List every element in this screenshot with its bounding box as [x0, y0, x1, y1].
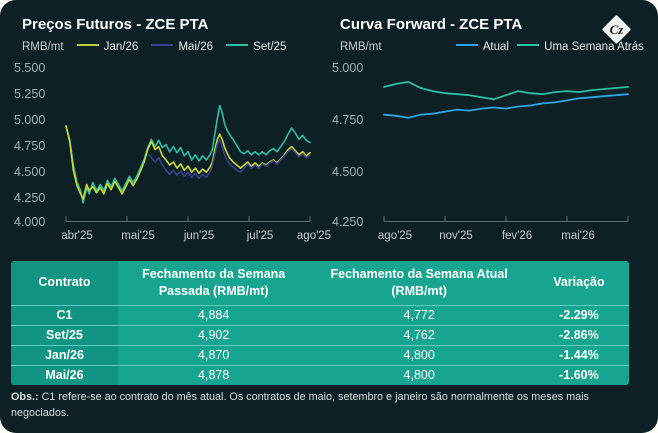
svg-text:4.000: 4.000	[14, 215, 45, 229]
svg-text:jul'25: jul'25	[246, 230, 274, 242]
svg-text:mai'25: mai'25	[121, 230, 155, 242]
svg-text:nov'25: nov'25	[439, 230, 473, 242]
svg-text:4.250: 4.250	[332, 215, 363, 229]
svg-text:4.750: 4.750	[332, 113, 363, 127]
svg-text:ago'25: ago'25	[297, 230, 331, 242]
svg-text:5.500: 5.500	[14, 61, 45, 75]
svg-text:jun'25: jun'25	[183, 230, 214, 242]
svg-text:4.500: 4.500	[332, 165, 363, 179]
svg-text:fev'26: fev'26	[502, 230, 532, 242]
svg-text:5.000: 5.000	[332, 61, 363, 75]
svg-text:5.250: 5.250	[14, 87, 45, 101]
svg-text:4.500: 4.500	[14, 165, 45, 179]
svg-text:abr'25: abr'25	[61, 230, 93, 242]
svg-text:mai'26: mai'26	[561, 230, 595, 242]
svg-text:ago'25: ago'25	[378, 230, 412, 242]
svg-text:4.250: 4.250	[14, 191, 45, 205]
svg-text:5.000: 5.000	[14, 113, 45, 127]
svg-text:4.750: 4.750	[14, 139, 45, 153]
